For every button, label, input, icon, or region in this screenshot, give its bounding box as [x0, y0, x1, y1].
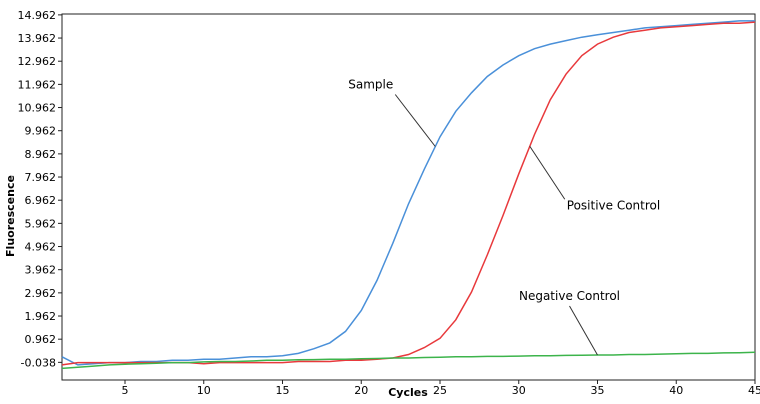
y-tick-label: 14.962 [18, 9, 57, 22]
y-tick-label: 11.962 [18, 78, 57, 91]
y-tick-label: 8.962 [25, 148, 57, 161]
x-tick-label: 30 [512, 384, 526, 397]
x-tick-label: 35 [591, 384, 605, 397]
x-axis-title: Cycles [388, 386, 428, 399]
plot-frame [62, 14, 755, 380]
y-tick-label: 3.962 [25, 264, 57, 277]
y-tick-label: 4.962 [25, 241, 57, 254]
y-axis: -0.038 0.962 1.962 2.962 3.962 4.962 5.962 6.96… [18, 9, 63, 369]
x-tick-label: 45 [748, 384, 760, 397]
x-tick-label: 20 [354, 384, 368, 397]
annotation-label: Negative Control [519, 289, 620, 303]
x-tick-label: 10 [197, 384, 211, 397]
y-tick-label: -0.038 [21, 356, 56, 369]
y-tick-label: 0.962 [25, 333, 57, 346]
x-tick-label: 25 [433, 384, 447, 397]
y-tick-label: 6.962 [25, 194, 57, 207]
x-tick-label: 5 [122, 384, 129, 397]
x-tick-label: 40 [669, 384, 683, 397]
x-tick-label: 15 [276, 384, 290, 397]
y-tick-label: 1.962 [25, 310, 57, 323]
x-axis: 5 10 15 20 25 30 35 40 45 [122, 380, 760, 397]
annotation-label: Sample [348, 78, 393, 92]
y-axis-title: Fluorescence [4, 175, 17, 257]
y-tick-label: 9.962 [25, 125, 57, 138]
y-tick-label: 2.962 [25, 287, 57, 300]
y-tick-label: 13.962 [18, 32, 57, 45]
y-tick-label: 7.962 [25, 171, 57, 184]
y-tick-label: 12.962 [18, 55, 57, 68]
y-tick-label: 10.962 [18, 102, 57, 115]
annotation-label: Positive Control [567, 198, 660, 212]
y-tick-label: 5.962 [25, 217, 57, 230]
